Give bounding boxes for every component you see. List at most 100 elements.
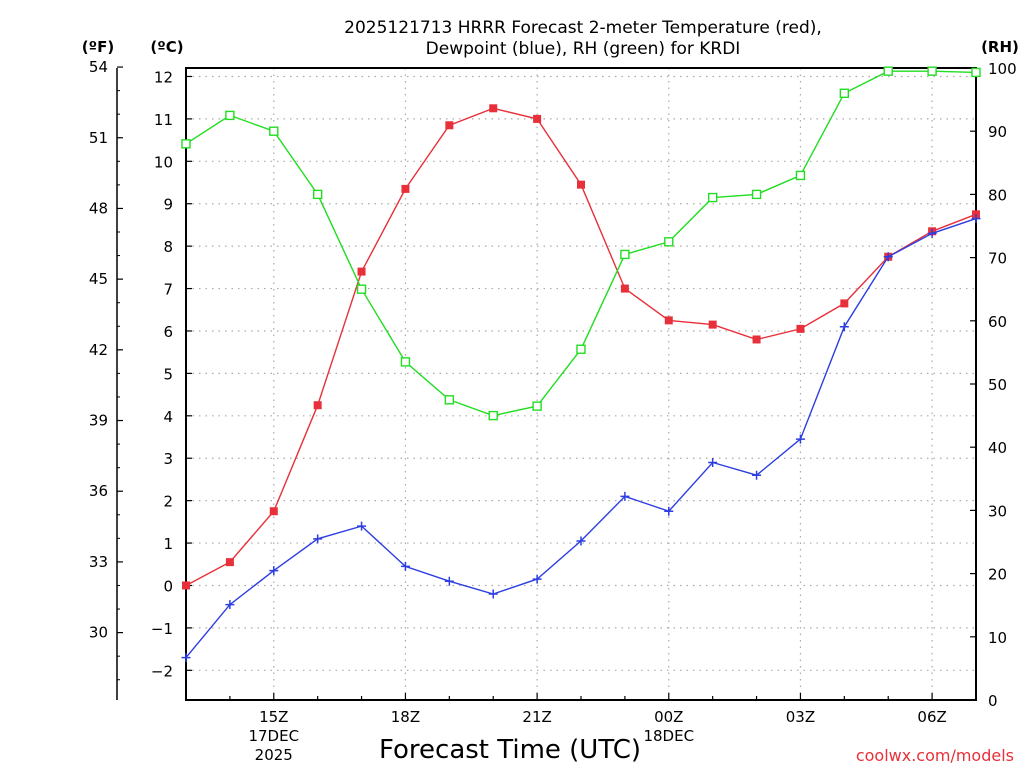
x-tick-date-label: 17DEC: [248, 727, 299, 745]
rh-point: [751, 189, 762, 200]
rh-unit-label: (RH): [981, 38, 1019, 56]
x-tick-label: 06Z: [917, 708, 946, 726]
fahrenheit-tick-label: 48: [89, 199, 108, 217]
chart-title-line2: Dewpoint (blue), RH (green) for KRDI: [426, 39, 741, 59]
celsius-tick-label: 5: [163, 365, 173, 383]
fahrenheit-unit-label: (ºF): [82, 38, 114, 56]
celsius-tick-label: 1: [163, 535, 173, 553]
x-tick-label: 15Z: [259, 708, 288, 726]
rh-point: [488, 410, 498, 421]
temperature-point: [577, 180, 585, 189]
temperature-point: [664, 316, 673, 325]
dewpoint-point: [488, 589, 498, 599]
temperature-point: [752, 335, 761, 344]
rh-tick-label: 0: [988, 692, 998, 710]
temperature-point: [445, 121, 454, 130]
rh-point: [971, 67, 981, 78]
rh-tick-label: 60: [988, 313, 1007, 331]
rh-tick-label: 30: [988, 502, 1007, 520]
temperature-point: [840, 299, 849, 308]
rh-point: [576, 344, 586, 354]
dewpoint-point: [400, 561, 410, 571]
x-tick-label: 18Z: [391, 708, 420, 726]
plot-frame: [185, 67, 977, 701]
fahrenheit-axis: 30 33 36 39 42 45 48 51 54: [89, 58, 123, 700]
temperature-point: [620, 284, 629, 293]
rh-tick-label: 10: [988, 629, 1007, 647]
rh-line: [185, 70, 977, 417]
rh-point: [181, 139, 191, 149]
dewpoint-point: [357, 521, 367, 531]
dewpoint-point: [664, 506, 674, 516]
temperature-point: [489, 104, 498, 113]
dewpoint-point: [839, 322, 849, 332]
dewpoint-point: [576, 536, 586, 546]
celsius-tick-label: 9: [163, 196, 173, 214]
dewpoint-point: [620, 491, 630, 501]
rh-point: [707, 192, 718, 203]
dewpoint-point: [269, 566, 279, 576]
rh-axis: 0 10 20 30 40 50 60 70 80 90 100: [970, 60, 1017, 710]
series-dewpoint: [181, 214, 981, 663]
x-tick-label: 00Z: [654, 708, 683, 726]
dewpoint-point: [927, 228, 937, 238]
fahrenheit-tick-label: 45: [89, 270, 108, 288]
x-tick-label: 21Z: [522, 708, 551, 726]
fahrenheit-tick-label: 36: [89, 482, 108, 500]
celsius-tick-label: 3: [163, 450, 173, 468]
series-rh: [181, 66, 981, 421]
rh-tick-label: 70: [988, 250, 1007, 268]
fahrenheit-tick-label: 33: [89, 553, 108, 571]
rh-tick-label: 100: [988, 60, 1017, 78]
chart-title-line1: 2025121713 HRRR Forecast 2-meter Tempera…: [344, 18, 822, 38]
temperature-point: [533, 114, 542, 123]
rh-point: [839, 88, 850, 98]
celsius-unit-label: (ºC): [150, 38, 183, 56]
celsius-tick-label: 12: [154, 68, 173, 86]
rh-point: [400, 357, 411, 367]
celsius-tick-label: −2: [151, 662, 173, 680]
x-tick-date-label: 18DEC: [643, 727, 694, 745]
temperature-point: [357, 267, 366, 276]
rh-point: [620, 249, 630, 260]
celsius-tick-label: 0: [163, 577, 173, 595]
dewpoint-point: [532, 574, 542, 584]
rh-tick-label: 50: [988, 376, 1007, 394]
temperature-point: [269, 507, 278, 516]
rh-point: [927, 66, 937, 76]
grid-lines: [186, 68, 976, 700]
rh-tick-label: 20: [988, 566, 1007, 584]
series-temperature: [182, 104, 980, 590]
celsius-tick-label: 2: [163, 493, 173, 511]
rh-point: [664, 237, 674, 247]
fahrenheit-tick-label: 51: [89, 129, 108, 147]
celsius-tick-label: 10: [154, 153, 173, 171]
dewpoint-point: [752, 470, 762, 480]
temperature-point: [225, 558, 234, 567]
rh-point: [356, 284, 367, 294]
temperature-point: [796, 324, 805, 333]
temperature-point: [313, 401, 322, 410]
rh-tick-label: 40: [988, 439, 1007, 457]
rh-point: [795, 170, 806, 181]
dewpoint-point: [883, 252, 893, 262]
rh-tick-label: 90: [988, 123, 1007, 141]
temperature-point: [708, 320, 717, 329]
rh-point: [269, 126, 279, 136]
x-tick-year-label: 2025: [255, 746, 293, 764]
celsius-tick-label: 7: [163, 281, 173, 299]
temperature-point: [182, 581, 190, 590]
rh-point: [312, 189, 323, 200]
fahrenheit-tick-label: 39: [89, 412, 108, 430]
rh-point: [444, 395, 455, 405]
celsius-tick-label: 4: [163, 408, 173, 426]
axes: [185, 67, 977, 701]
fahrenheit-tick-label: 30: [89, 624, 108, 642]
temperature-point: [401, 184, 410, 193]
dewpoint-point: [708, 457, 718, 467]
x-axis-label: Forecast Time (UTC): [379, 735, 641, 765]
rh-point: [883, 66, 893, 76]
